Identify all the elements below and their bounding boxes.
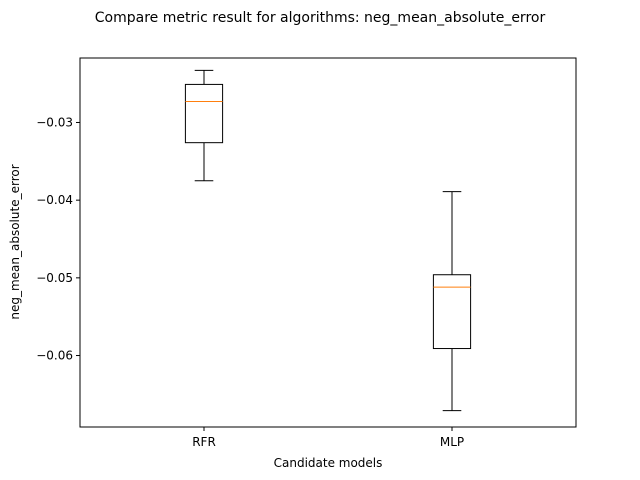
x-axis: RFR MLP [192, 427, 464, 449]
y-tick-label: −0.06 [36, 349, 73, 363]
box-body [184, 83, 224, 144]
y-axis: −0.06 −0.05 −0.04 −0.03 [36, 115, 80, 363]
box-body [432, 274, 472, 350]
plot-area [79, 57, 577, 428]
box-rfr [184, 69, 224, 182]
box-series [184, 69, 472, 412]
chart-title: Compare metric result for algorithms: ne… [95, 10, 546, 26]
y-tick-label: −0.03 [36, 115, 73, 129]
y-axis-label: neg_mean_absolute_error [8, 164, 22, 319]
y-tick-label: −0.04 [36, 193, 73, 207]
x-axis-label: Candidate models [274, 456, 383, 470]
x-tick-label: RFR [192, 435, 216, 449]
box-mlp [432, 191, 472, 412]
x-tick-label: MLP [440, 435, 464, 449]
y-tick-label: −0.05 [36, 271, 73, 285]
